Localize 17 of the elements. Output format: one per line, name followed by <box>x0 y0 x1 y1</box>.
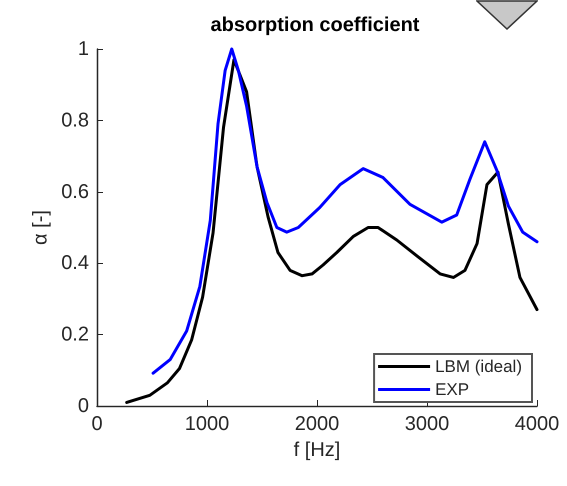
x-tick-label: 1000 <box>184 413 230 435</box>
y-tick-label: 0.2 <box>61 324 89 346</box>
y-tick-label: 0 <box>78 395 89 417</box>
y-tick-label: 0.8 <box>61 109 89 132</box>
y-tick-label: 0.4 <box>61 252 89 274</box>
x-tick-label: 2000 <box>294 413 340 435</box>
legend-label: LBM (ideal) <box>435 357 522 376</box>
x-tick-label: 4000 <box>514 413 560 435</box>
y-tick-label: 1 <box>78 38 89 60</box>
chart-title: absorption coefficient <box>210 14 420 36</box>
line-series <box>152 48 538 375</box>
y-tick-label: 0.6 <box>61 180 89 203</box>
legend-label: EXP <box>435 380 470 399</box>
x-tick-label: 3000 <box>404 413 450 435</box>
y-axis-title: α [-] <box>29 210 52 245</box>
x-tick-label: 0 <box>91 413 103 435</box>
x-axis-title: f [Hz] <box>294 439 340 461</box>
